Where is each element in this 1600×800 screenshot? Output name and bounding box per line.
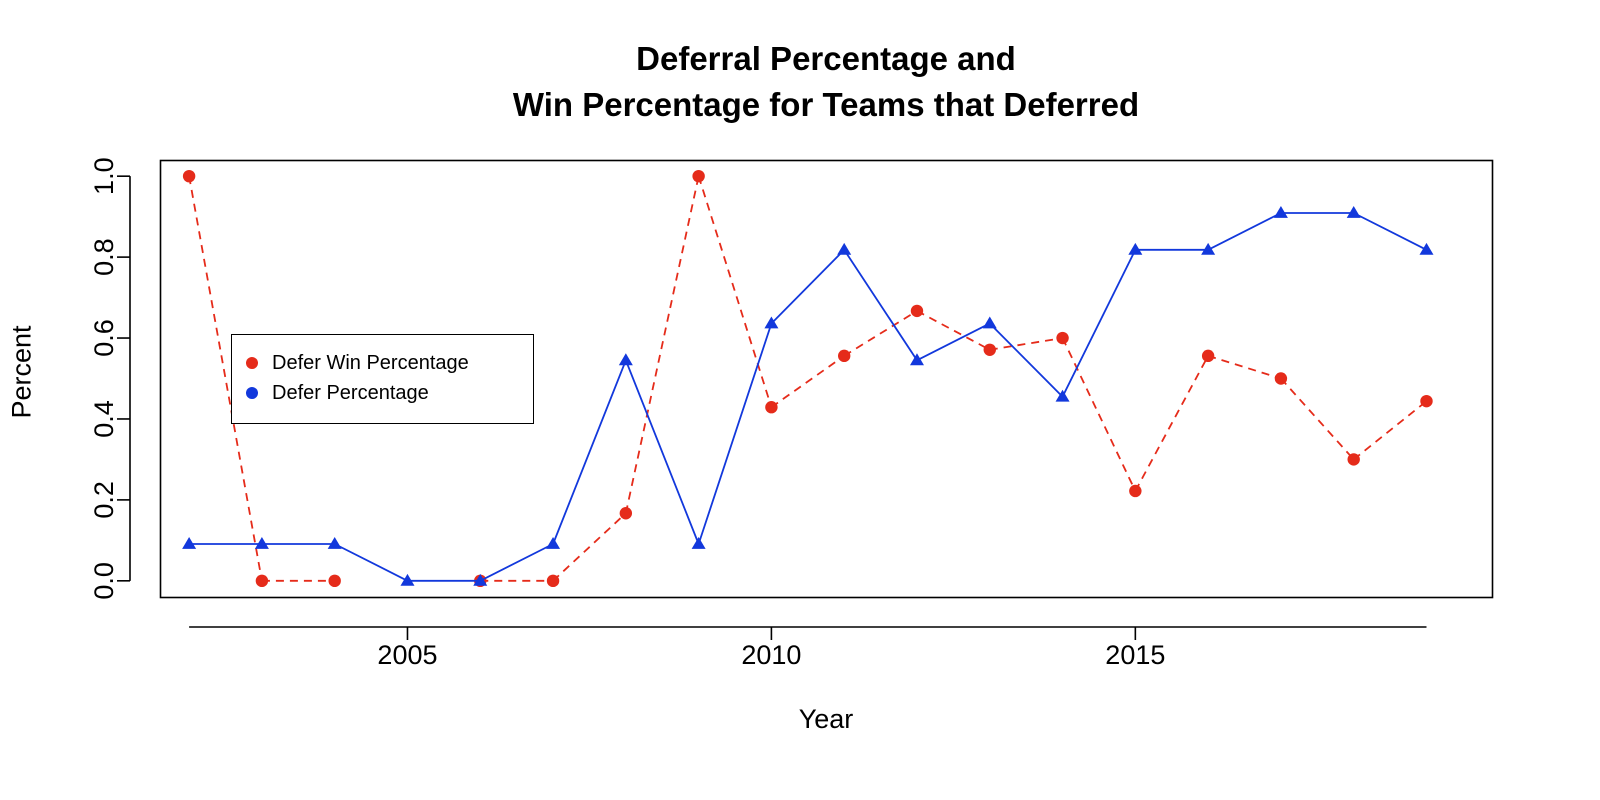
defer-percentage-point	[691, 536, 706, 549]
defer-win-percentage-point	[1420, 394, 1433, 408]
defer-win-percentage-point	[910, 304, 924, 318]
defer-win-percentage-point	[255, 574, 269, 588]
defer-percentage-point	[254, 536, 269, 549]
legend: Defer Win Percentage Defer Percentage	[231, 334, 534, 424]
defer-percentage-point	[1055, 389, 1070, 402]
legend-item-defer-percentage: Defer Percentage	[246, 380, 429, 406]
defer-percentage-line-segment	[1353, 212, 1427, 251]
defer-percentage-line-segment	[479, 543, 554, 582]
defer-percentage-line-segment	[552, 359, 627, 545]
defer-win-percentage-point	[1129, 484, 1142, 498]
defer-percentage-point	[1346, 206, 1361, 218]
defer-percentage-line-segment	[989, 322, 1064, 398]
defer-win-percentage-line-segment	[1134, 355, 1209, 492]
defer-percentage-point	[982, 316, 997, 329]
defer-percentage-point	[400, 573, 415, 586]
defer-win-percentage-point	[765, 401, 778, 414]
defer-win-percentage-point	[692, 169, 705, 183]
chart-title-line-2: Win Percentage for Teams that Deferred	[512, 86, 1140, 123]
x-tick-label: 2010	[741, 640, 801, 670]
defer-percentage-point	[1201, 242, 1216, 255]
legend-item-defer-win-percentage: Defer Win Percentage	[246, 350, 469, 376]
defer-win-percentage-point	[619, 507, 633, 520]
defer-win-percentage-line-segment	[697, 175, 773, 408]
defer-percentage-point	[182, 536, 197, 549]
defer-win-percentage-point	[1274, 372, 1288, 385]
chart-title-line-1: Deferral Percentage and	[636, 40, 1016, 77]
defer-win-percentage-point	[546, 574, 560, 588]
defer-win-percentage-line-segment	[770, 355, 845, 408]
defer-win-percentage-point	[1201, 349, 1215, 363]
plot-frame	[159, 159, 1494, 599]
axes: 2005 2010 2015 0.0 0.2 0.4 0.6 0.8 1.0	[89, 157, 1427, 670]
defer-percentage-line-segment	[843, 249, 918, 361]
defer-win-percentage-point	[182, 169, 196, 183]
defer-win-percentage-line-segment	[1207, 354, 1282, 380]
defer-win-percentage-point	[1347, 453, 1360, 466]
x-tick-label: 2005	[377, 640, 437, 670]
defer-percentage-line-segment	[334, 543, 408, 582]
y-tick-label: 0.6	[89, 319, 119, 357]
defer-percentage-line-segment	[1207, 212, 1282, 251]
series-layer	[182, 169, 1434, 588]
defer-win-percentage-line-segment	[1353, 400, 1428, 461]
defer-percentage-point	[473, 573, 488, 586]
y-axis-label: Percent	[6, 325, 37, 419]
defer-win-percentage-line-segment	[552, 512, 627, 582]
y-tick-label: 1.0	[89, 157, 119, 195]
defer-percentage-line-segment	[916, 322, 991, 362]
defer-win-percentage-point	[837, 349, 851, 363]
defer-percentage-point	[764, 316, 779, 329]
y-tick-label: 0.2	[89, 481, 119, 519]
defer-percentage-point	[327, 536, 342, 549]
defer-percentage-point	[837, 242, 852, 255]
defer-win-percentage-point	[983, 343, 996, 356]
defer-percentage-point	[618, 353, 633, 366]
defer-percentage-point	[546, 536, 561, 549]
legend-marker-blue-circle	[246, 387, 258, 399]
defer-win-percentage-line-segment	[843, 310, 918, 357]
legend-marker-red-circle	[246, 357, 258, 369]
x-axis-label: Year	[798, 704, 854, 734]
defer-percentage-line-segment	[770, 249, 845, 325]
defer-win-percentage-line-segment	[188, 176, 263, 581]
defer-win-percentage-point	[1056, 331, 1069, 345]
defer-percentage-line-segment	[624, 359, 700, 545]
legend-label: Defer Win Percentage	[272, 351, 469, 374]
defer-percentage-line-segment	[1061, 249, 1137, 398]
defer-percentage-point	[1128, 242, 1143, 255]
defer-win-percentage-line-segment	[989, 337, 1063, 351]
defer-percentage-point	[1419, 242, 1434, 255]
defer-percentage-line-segment	[697, 323, 773, 545]
legend-label: Defer Percentage	[272, 381, 429, 404]
defer-win-percentage-line-segment	[1280, 377, 1355, 461]
defer-percentage-point	[909, 353, 924, 366]
defer-win-percentage-line-segment	[916, 310, 991, 351]
defer-percentage-point	[1273, 206, 1288, 218]
defer-win-percentage-point	[328, 574, 341, 588]
x-tick-label: 2015	[1105, 640, 1165, 670]
defer-win-percentage-line-segment	[624, 175, 700, 514]
y-tick-label: 0.8	[89, 238, 119, 276]
defer-win-percentage-line-segment	[1061, 337, 1137, 492]
y-tick-label: 0.0	[89, 562, 119, 600]
y-tick-label: 0.4	[89, 400, 119, 438]
